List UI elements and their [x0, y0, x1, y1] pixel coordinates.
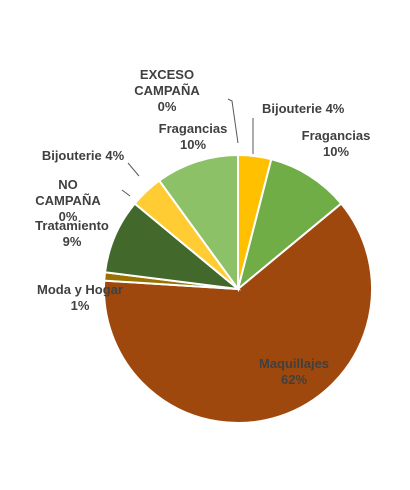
slice-label-1: Fragancias 10% [302, 128, 371, 159]
leader-line-5 [121, 189, 131, 197]
pie-slice-1 [236, 157, 343, 292]
slice-label-5: NO CAMPAÑA 0% [35, 177, 101, 224]
leader-line-8 [227, 98, 239, 144]
pie-slices [103, 153, 373, 424]
pie-labels: Bijouterie 4% Fragancias 10% Maquillajes 62%… [35, 67, 370, 387]
slice-label-4: Tratamiento 9% [35, 218, 109, 249]
slice-label-2: Maquillajes 62% [259, 356, 329, 387]
pie-slice-2 [103, 202, 373, 424]
slice-label-7: Fragancias 10% [159, 121, 228, 152]
slice-label-6: Bijouterie 4% [42, 148, 125, 163]
slice-label-3: Moda y Hogar 1% [37, 282, 123, 313]
leader-line-6 [127, 162, 140, 177]
slice-label-0: Bijouterie 4% [262, 101, 345, 116]
slice-label-8: EXCESO CAMPAÑA 0% [134, 67, 200, 114]
pie-slice-7 [157, 153, 239, 293]
